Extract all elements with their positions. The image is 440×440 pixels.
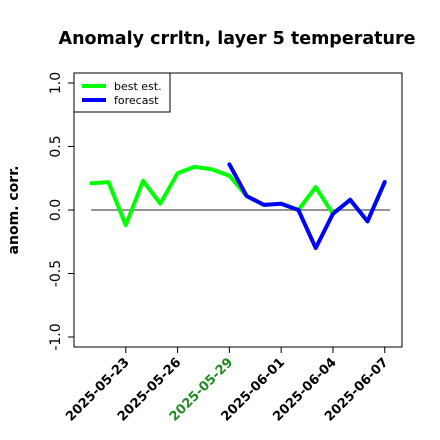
y-tick-label: 1.0 — [48, 72, 64, 94]
series-line-best-estimate — [89, 164, 387, 228]
y-tick-label: 0.0 — [48, 199, 64, 221]
series-line-forecast — [227, 162, 387, 251]
y-tick-label: -0.5 — [48, 260, 64, 287]
chart-title: Anomaly crrltn, layer 5 temperature — [59, 29, 416, 49]
plot-area: -1.0-0.50.00.51.02025-05-232025-05-26202… — [48, 72, 403, 425]
y-tick-label: 0.5 — [48, 135, 64, 157]
y-axis-label: anom. corr. — [6, 166, 22, 255]
legend-label-forecast: forecast — [114, 94, 159, 107]
legend-box — [73, 72, 171, 113]
y-tick-label: -1.0 — [48, 323, 64, 350]
legend-label-best-estimate: best est. — [114, 80, 162, 93]
